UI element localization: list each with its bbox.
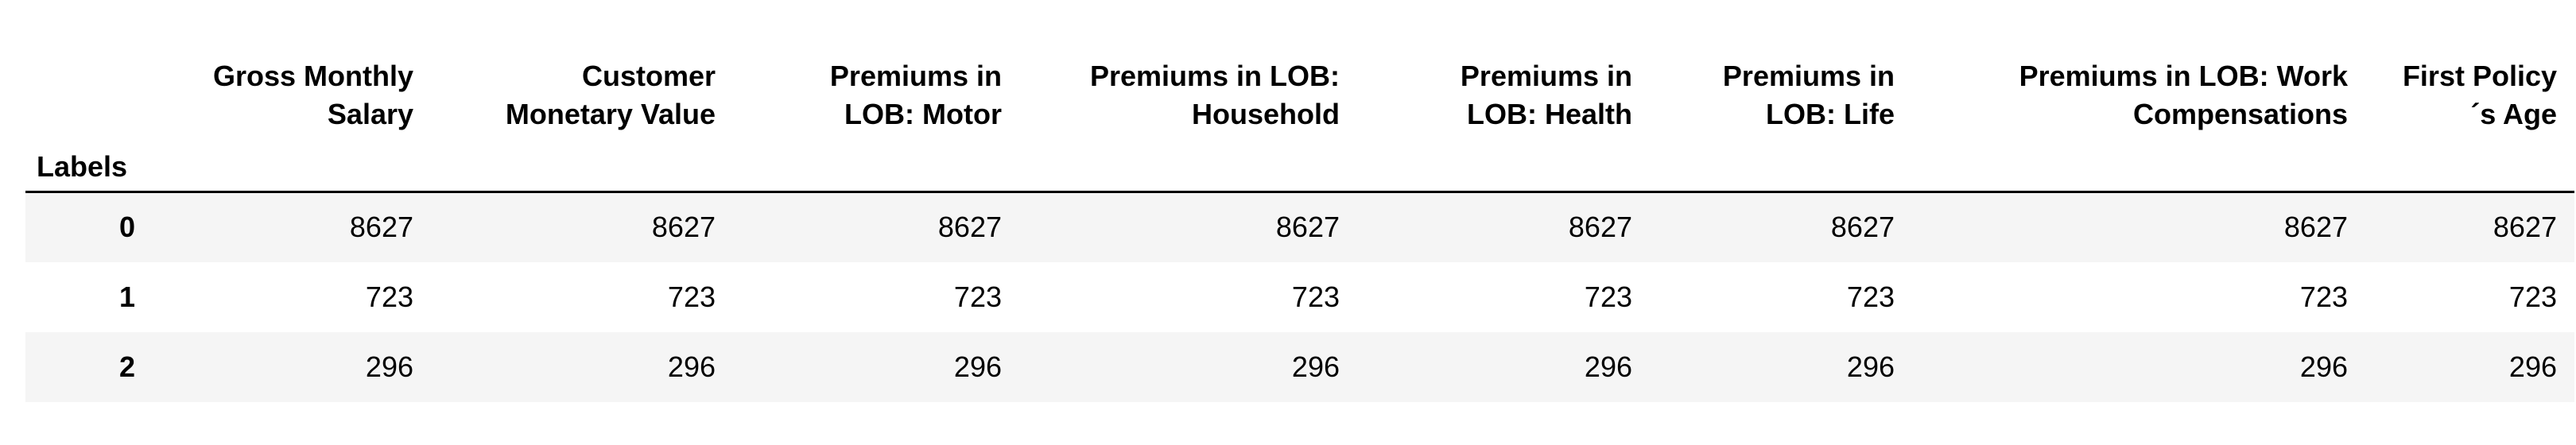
- table-cell: 8627: [937, 211, 1002, 244]
- table-cell: 723: [1846, 280, 1895, 313]
- table-cell: 296: [1584, 350, 1632, 383]
- table-row: 1 723 723 723 723 723 723 723 723: [25, 261, 2574, 332]
- table-cell: 723: [365, 280, 413, 313]
- table-cell: 296: [365, 350, 413, 383]
- column-header: Premiums in LOB: Motor: [829, 60, 1002, 130]
- table-cell: 8627: [2493, 211, 2557, 244]
- row-label: 0: [118, 211, 135, 244]
- index-name-row: Labels: [25, 143, 2574, 192]
- table-cell: 8627: [651, 211, 716, 244]
- dataframe-output: Gross Monthly Salary Customer Monetary Val…: [25, 48, 2574, 402]
- table-row: 2 296 296 296 296 296 296 296 296: [25, 331, 2574, 402]
- table-cell: 723: [1291, 280, 1340, 313]
- table-cell: 723: [1584, 280, 1632, 313]
- table-cell: 8627: [1830, 211, 1895, 244]
- column-header: Premiums in LOB: Work Compensations: [2019, 60, 2348, 130]
- table-cell: 296: [667, 350, 716, 383]
- dataframe-table: Gross Monthly Salary Customer Monetary Val…: [25, 48, 2574, 402]
- row-label: 1: [118, 280, 135, 313]
- table-cell: 296: [1291, 350, 1340, 383]
- corner-cell: [25, 48, 153, 143]
- table-cell: 723: [953, 280, 1002, 313]
- table-cell: 296: [2508, 350, 2557, 383]
- column-header: Customer Monetary Value: [505, 60, 716, 130]
- table-cell: 296: [2299, 350, 2348, 383]
- column-header: Gross Monthly Salary: [212, 60, 413, 130]
- column-header: First Policy ´s Age: [2402, 60, 2557, 130]
- table-cell: 723: [2299, 280, 2348, 313]
- table-cell: 296: [953, 350, 1002, 383]
- table-row: 0 8627 8627 8627 8627 8627 8627 8627 862…: [25, 192, 2574, 262]
- table-cell: 723: [667, 280, 716, 313]
- table-cell: 8627: [2283, 211, 2348, 244]
- column-header: Premiums in LOB: Life: [1722, 60, 1895, 130]
- row-label: 2: [118, 350, 135, 383]
- column-header: Premiums in LOB: Health: [1460, 60, 1632, 130]
- column-header-row: Gross Monthly Salary Customer Monetary Val…: [25, 48, 2574, 143]
- column-header: Premiums in LOB: Household: [1089, 60, 1340, 130]
- table-cell: 8627: [1275, 211, 1340, 244]
- index-name: Labels: [37, 150, 128, 183]
- table-cell: 723: [2508, 280, 2557, 313]
- table-cell: 296: [1846, 350, 1895, 383]
- table-cell: 8627: [1568, 211, 1632, 244]
- table-cell: 8627: [349, 211, 413, 244]
